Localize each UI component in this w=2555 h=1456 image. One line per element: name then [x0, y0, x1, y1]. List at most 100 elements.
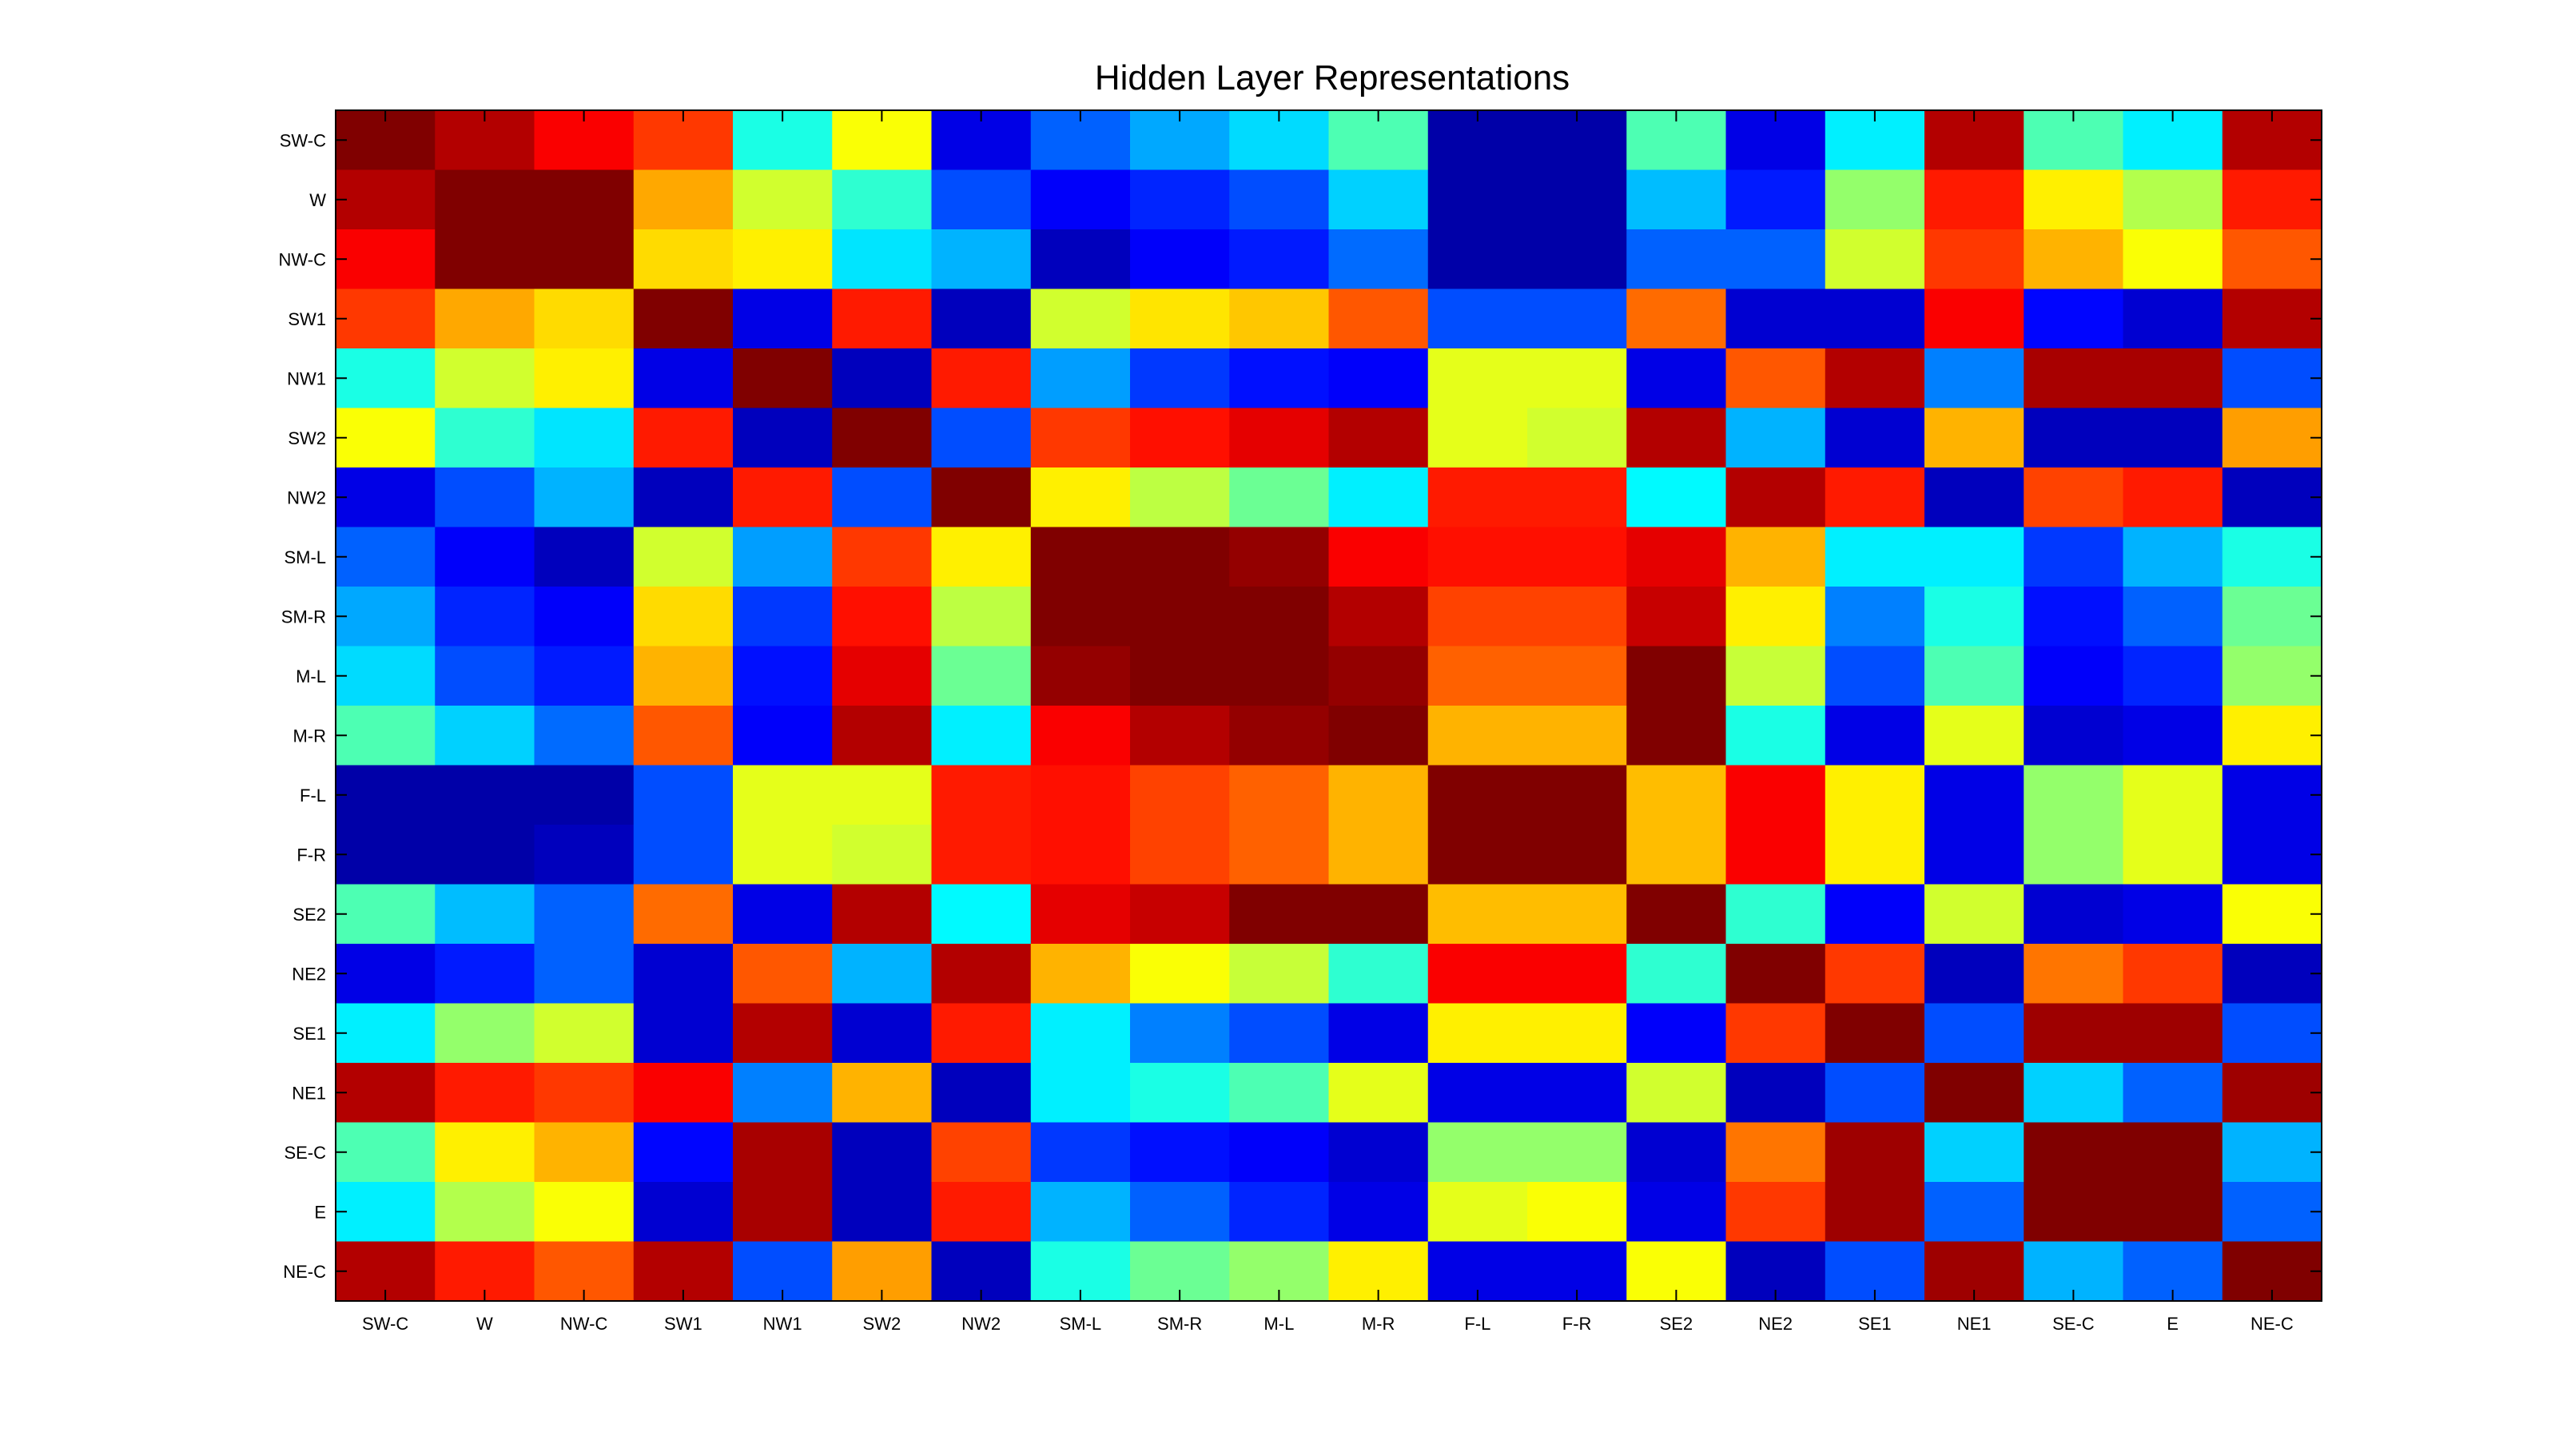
- heatmap-cell: [733, 944, 833, 1004]
- heatmap-cell: [1825, 1003, 1925, 1064]
- heatmap-cell: [534, 706, 635, 766]
- y-tick-labels: SW-C W NW-C SW1 NW1 SW2 NW2 SM-L SM-R M-L M-R F-L F-…: [279, 130, 327, 1282]
- heatmap-cell: [832, 706, 933, 766]
- x-tick-label: SM-L: [1060, 1314, 1102, 1334]
- heatmap-cell: [1924, 646, 2024, 706]
- heatmap-cell: [534, 825, 635, 885]
- heatmap-cell: [435, 884, 535, 945]
- heatmap-cell: [336, 825, 436, 885]
- heatmap-cell: [1130, 1003, 1230, 1064]
- heatmap-cell: [1924, 229, 2024, 290]
- heatmap-cell: [1229, 169, 1330, 230]
- heatmap-cell: [1527, 348, 1627, 409]
- heatmap-cell: [1328, 944, 1429, 1004]
- heatmap-cell: [832, 587, 933, 647]
- heatmap-cell: [931, 765, 1032, 825]
- heatmap-cell: [931, 1182, 1032, 1243]
- heatmap-cell: [534, 884, 635, 945]
- heatmap-cell: [435, 706, 535, 766]
- heatmap-cell: [1924, 1003, 2024, 1064]
- heatmap-cell: [1626, 587, 1727, 647]
- heatmap-cell: [1825, 288, 1925, 349]
- heatmap-cell: [1626, 884, 1727, 945]
- heatmap-cell: [733, 1182, 833, 1243]
- heatmap-cell: [1725, 527, 1826, 587]
- heatmap-cell: [1328, 467, 1429, 528]
- heatmap-cell: [435, 1003, 535, 1064]
- heatmap-cell: [2222, 1063, 2322, 1124]
- heatmap-cell: [633, 944, 734, 1004]
- heatmap-cell: [1825, 467, 1925, 528]
- heatmap-cell: [1328, 527, 1429, 587]
- heatmap-cell: [2024, 587, 2124, 647]
- heatmap-cell: [435, 288, 535, 349]
- heatmap-cell: [435, 765, 535, 825]
- heatmap-cell: [1825, 646, 1925, 706]
- heatmap-cell: [1924, 1063, 2024, 1124]
- heatmap-cell: [2222, 825, 2322, 885]
- heatmap-cell: [633, 1182, 734, 1243]
- heatmap-cell: [633, 1063, 734, 1124]
- heatmap-cell: [1725, 169, 1826, 230]
- heatmap-cell: [1030, 169, 1131, 230]
- heatmap-cell: [1924, 765, 2024, 825]
- heatmap-cell: [1924, 169, 2024, 230]
- heatmap-cell: [336, 1003, 436, 1064]
- x-tick-label: SE1: [1858, 1314, 1892, 1334]
- y-tick-label: SW2: [288, 428, 326, 448]
- heatmap-cell: [1130, 884, 1230, 945]
- heatmap-cell: [931, 288, 1032, 349]
- heatmap-cell: [1825, 706, 1925, 766]
- heatmap-cell: [2024, 1182, 2124, 1243]
- heatmap-cell: [1924, 288, 2024, 349]
- heatmap-cell: [2123, 408, 2223, 468]
- heatmap-cell: [931, 646, 1032, 706]
- x-tick-label: NW-C: [560, 1314, 608, 1334]
- heatmap-cell: [336, 169, 436, 230]
- heatmap-cell: [1328, 646, 1429, 706]
- heatmap-cell: [1229, 408, 1330, 468]
- y-tick-label: NW-C: [279, 249, 327, 269]
- heatmap-cell: [1229, 587, 1330, 647]
- heatmap-cell: [435, 408, 535, 468]
- heatmap-cell: [534, 1063, 635, 1124]
- heatmap-cell: [2222, 169, 2322, 230]
- heatmap-cell: [1328, 884, 1429, 945]
- heatmap-cell: [1427, 288, 1528, 349]
- heatmap-cell: [1725, 348, 1826, 409]
- y-tick-label: NE2: [292, 964, 326, 984]
- heatmap-cell: [1427, 1063, 1528, 1124]
- heatmap-cell: [832, 646, 933, 706]
- y-tick-label: SM-R: [281, 607, 326, 627]
- heatmap-cell: [2123, 944, 2223, 1004]
- heatmap-cell: [1924, 408, 2024, 468]
- heatmap-cell: [1825, 408, 1925, 468]
- heatmap-cell: [1725, 646, 1826, 706]
- heatmap-cell: [534, 944, 635, 1004]
- heatmap-cell: [1825, 527, 1925, 587]
- x-tick-label: F-L: [1464, 1314, 1490, 1334]
- heatmap-cell: [534, 765, 635, 825]
- heatmap-cell: [435, 527, 535, 587]
- heatmap-cell: [832, 348, 933, 409]
- heatmap-cell: [336, 706, 436, 766]
- heatmap-cell: [2222, 229, 2322, 290]
- heatmap-cell: [832, 229, 933, 290]
- heatmap-cell: [1229, 706, 1330, 766]
- y-tick-label: SE2: [293, 905, 326, 925]
- heatmap-cell: [1924, 1122, 2024, 1183]
- heatmap-cell: [1328, 229, 1429, 290]
- heatmap-cell: [2024, 765, 2124, 825]
- heatmap-cell: [1130, 587, 1230, 647]
- heatmap-cell: [1427, 527, 1528, 587]
- heatmap-cell: [1527, 527, 1627, 587]
- heatmap-cell: [931, 1003, 1032, 1064]
- heatmap-cell: [1130, 1122, 1230, 1183]
- y-tick-label: SW1: [288, 309, 326, 329]
- heatmap-cell: [1030, 1063, 1131, 1124]
- heatmap-cell: [2123, 229, 2223, 290]
- heatmap-cell: [931, 1122, 1032, 1183]
- heatmap-cell: [931, 884, 1032, 945]
- heatmap-cell: [832, 1003, 933, 1064]
- heatmap-cell: [1328, 1182, 1429, 1243]
